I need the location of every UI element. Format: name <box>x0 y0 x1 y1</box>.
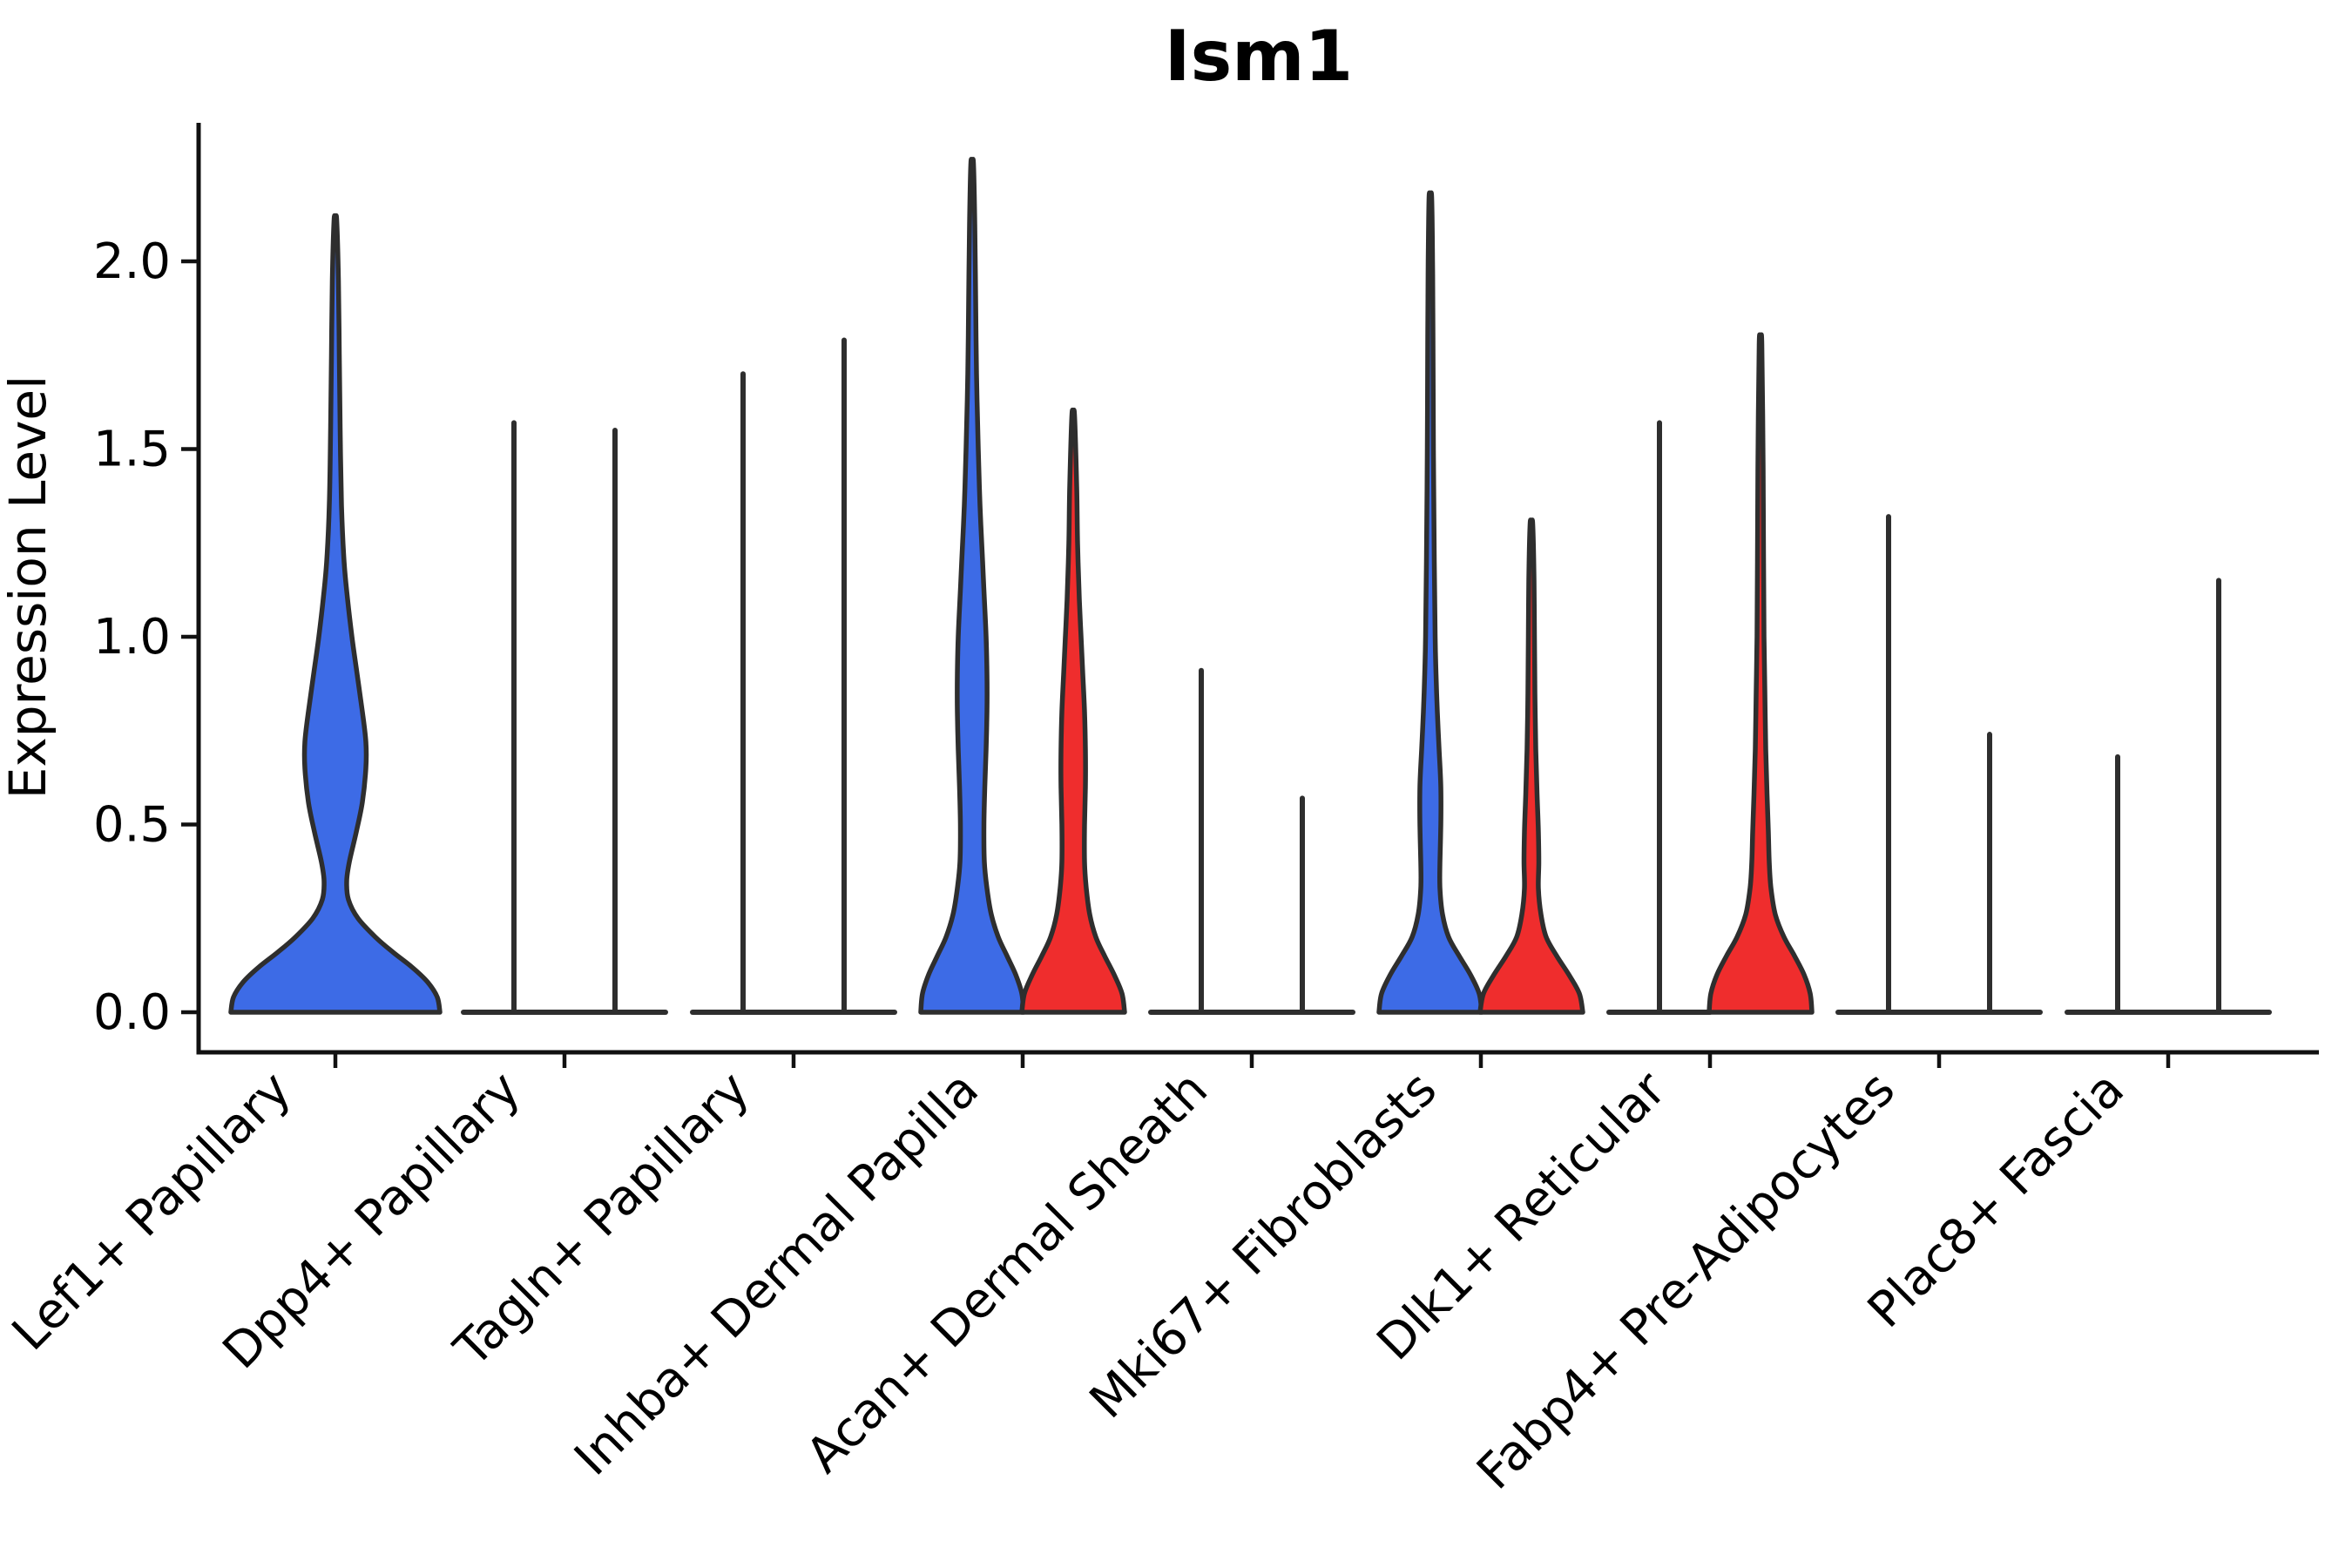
violin-layer <box>228 157 2272 1015</box>
chart-title: Ism1 <box>1165 16 1353 97</box>
y-axis-label: Expression Level <box>0 375 57 799</box>
x-tick-label: Fabp4+ Pre-Adipocytes <box>1466 1061 1906 1501</box>
violin-group1 <box>228 213 443 1015</box>
x-tick-label: Inhba+ Dermal Papilla <box>564 1061 990 1487</box>
violin-group2 <box>1019 407 1127 1015</box>
violin-group1 <box>918 157 1026 1015</box>
y-tick-label: 1.5 <box>93 422 171 478</box>
violin-group2 <box>1707 332 1815 1015</box>
x-tick-label: Acan+ Dermal Sheath <box>795 1061 1219 1484</box>
y-tick-label: 2.0 <box>93 233 171 290</box>
violin-group1 <box>1376 190 1484 1015</box>
violin-group2 <box>1477 517 1585 1015</box>
y-tick-label: 1.0 <box>93 609 171 666</box>
y-tick-label: 0.0 <box>93 984 171 1041</box>
y-tick-label: 0.5 <box>93 797 171 854</box>
